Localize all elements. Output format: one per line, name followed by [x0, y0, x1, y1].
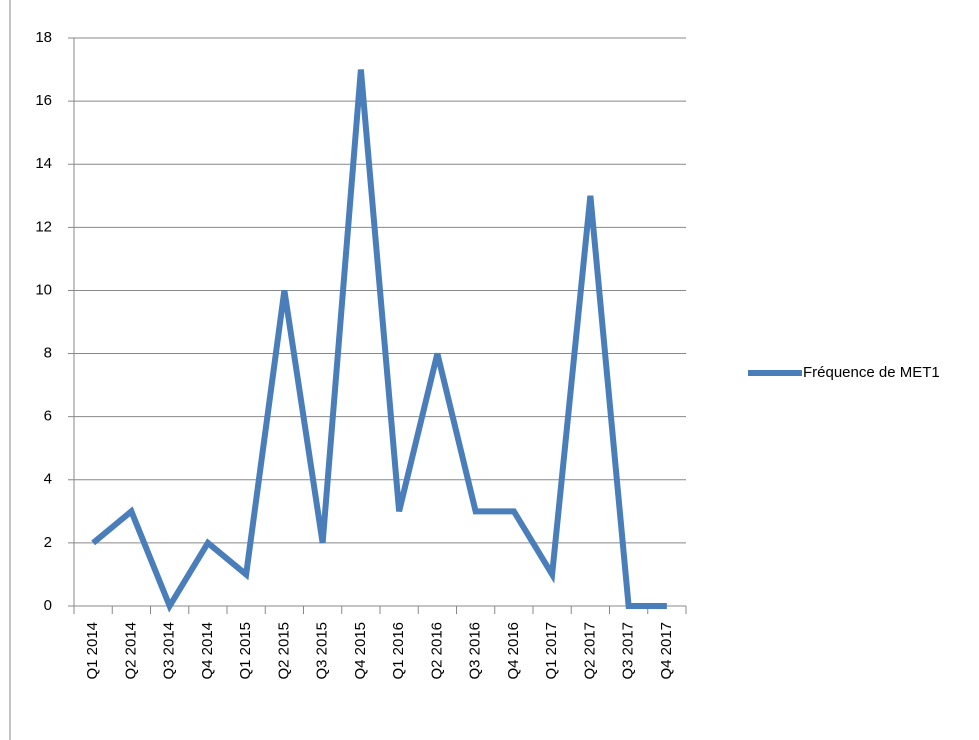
- y-tick-label: 12: [35, 218, 52, 235]
- x-tick-label: Q3 2014: [161, 622, 178, 680]
- x-tick-label: Q2 2016: [428, 622, 445, 680]
- y-tick-label: 6: [44, 408, 52, 425]
- y-tick-label: 4: [44, 471, 52, 488]
- y-tick-label: 16: [35, 92, 52, 109]
- x-tick-label: Q1 2017: [543, 622, 560, 680]
- y-tick-label: 14: [35, 155, 52, 172]
- x-tick-label: Q1 2016: [390, 622, 407, 680]
- x-tick-label: Q1 2014: [84, 622, 101, 680]
- x-tick-label: Q3 2015: [314, 622, 331, 680]
- x-tick-label: Q2 2017: [581, 622, 598, 680]
- x-tick-label: Q4 2015: [352, 622, 369, 680]
- x-tick-label: Q4 2017: [658, 622, 675, 680]
- y-tick-label: 2: [44, 534, 52, 551]
- y-tick-label: 10: [35, 281, 52, 298]
- y-tick-label: 0: [44, 597, 52, 614]
- x-tick-label: Q3 2016: [467, 622, 484, 680]
- y-tick-label: 8: [44, 345, 52, 362]
- x-tick-label: Q2 2014: [122, 622, 139, 680]
- x-tick-label: Q4 2016: [505, 622, 522, 680]
- x-tick-label: Q3 2017: [620, 622, 637, 680]
- legend-label: Fréquence de MET1: [803, 364, 940, 381]
- x-tick-label: Q1 2015: [237, 622, 254, 680]
- data-line: [91, 69, 667, 613]
- x-tick-label: Q2 2015: [275, 622, 292, 680]
- x-tick-label: Q4 2014: [199, 622, 216, 680]
- y-tick-label: 18: [35, 29, 52, 46]
